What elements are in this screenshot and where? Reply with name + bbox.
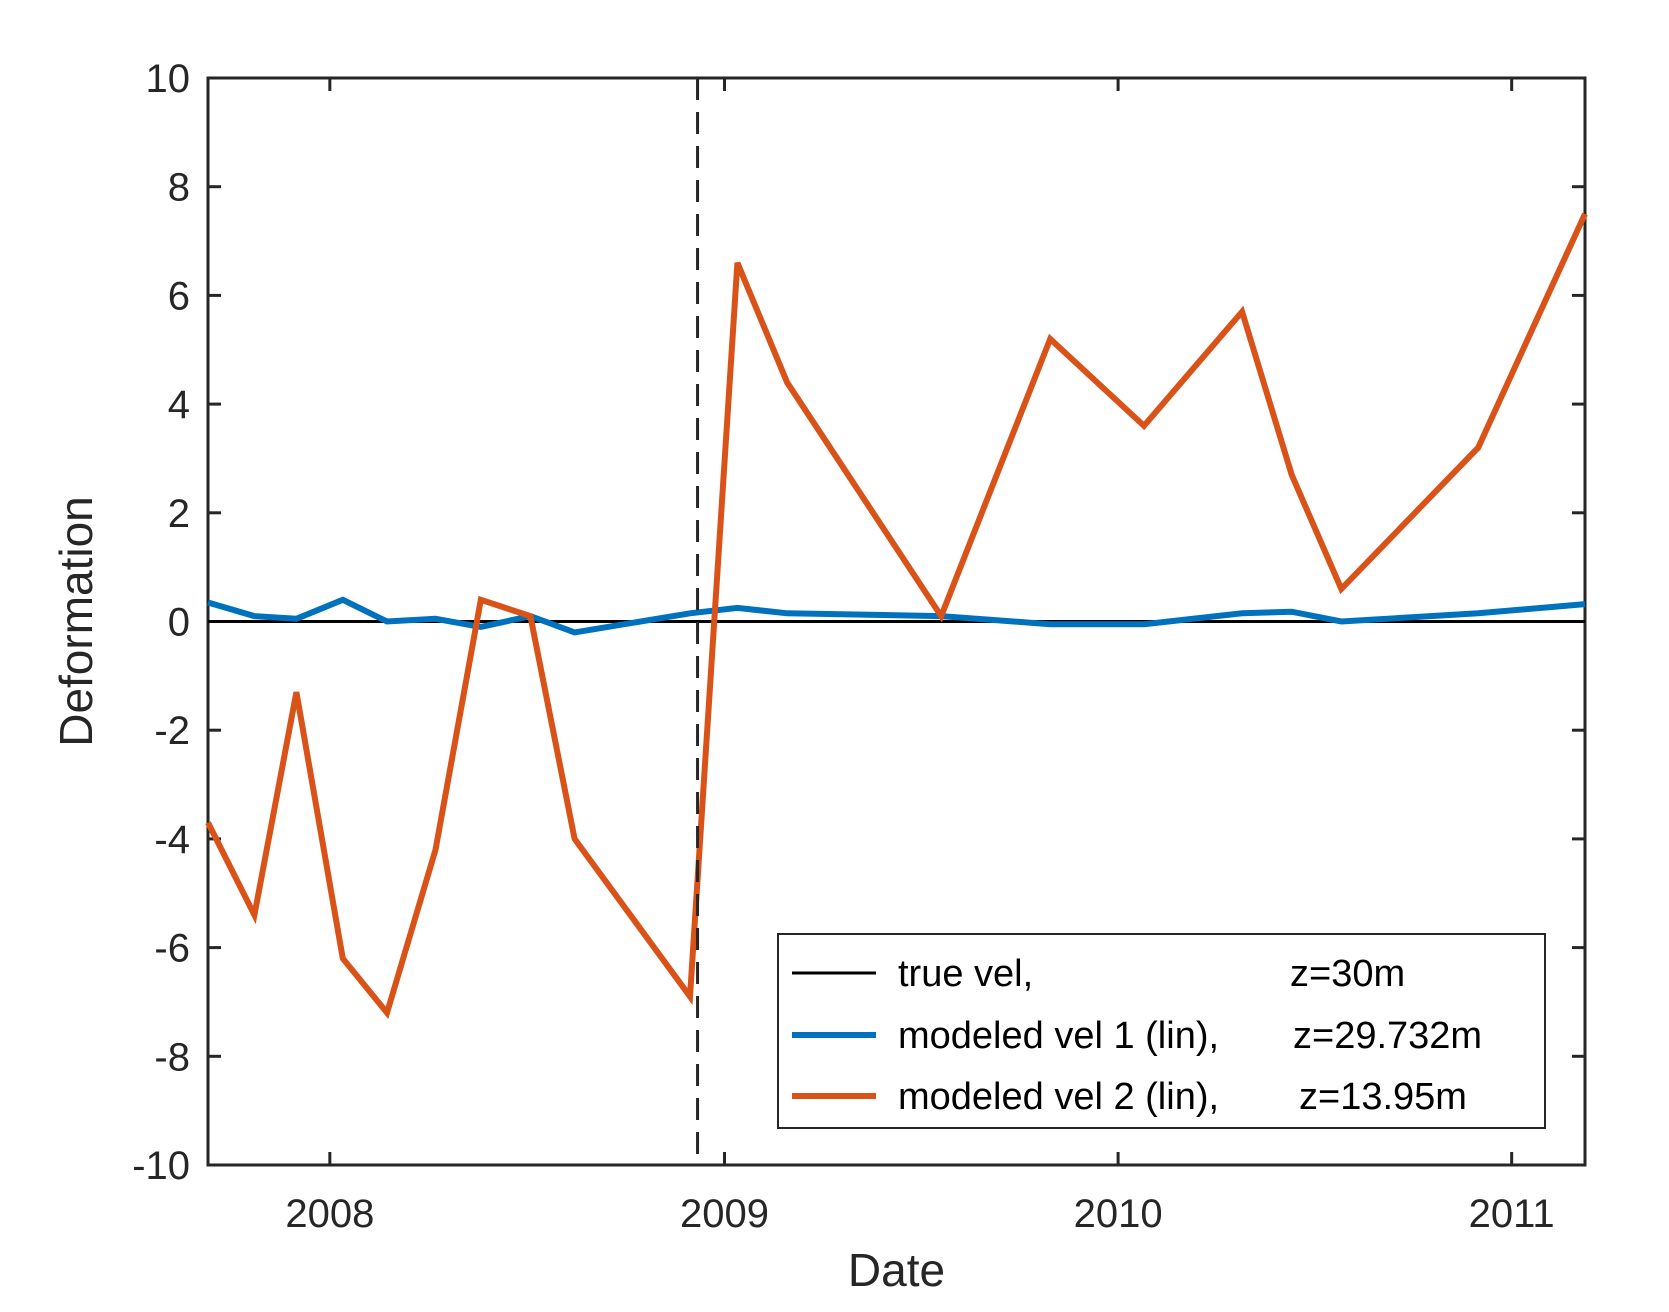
y-tick-label: -6 [154,927,190,971]
y-tick-label: 0 [168,601,190,645]
y-tick-label: -2 [154,709,190,753]
y-tick-labels: -10 -8 -6 -4 -2 0 2 4 6 8 10 [132,57,190,1188]
legend-label-modeled-vel-1: modeled vel 1 (lin), [898,1015,1219,1057]
series-line-3 [205,212,1588,1020]
legend-entry-modeled-vel-2: modeled vel 2 (lin), z=13.95m [792,1076,1467,1118]
y-tick-label: 10 [146,57,191,101]
y-axis-label: Deformation [50,496,102,747]
legend-entry-true-vel: true vel, z=30m [792,953,1405,995]
legend-suffix-true-vel: z=30m [1290,953,1405,995]
x-tick-label: 2011 [1469,1192,1555,1236]
x-tick-label: 2010 [1074,1192,1163,1236]
y-tick-label: -4 [154,818,190,862]
legend-label-modeled-vel-2: modeled vel 2 (lin), [898,1076,1219,1118]
y-tick-label: 6 [168,274,190,318]
legend-suffix-modeled-vel-2: z=13.95m [1299,1076,1467,1118]
y-tick-label: -10 [132,1144,190,1188]
legend-box [777,933,1546,1129]
legend-label-true-vel: true vel, [898,953,1033,995]
x-axis-label: Date [848,1244,945,1296]
legend-entry-modeled-vel-1: modeled vel 1 (lin), z=29.732m [792,1015,1482,1057]
y-tick-label: 8 [168,166,190,210]
y-tick-label: -8 [154,1035,190,1079]
series-layer [205,212,1588,1020]
y-tick-label: 4 [168,383,190,427]
x-tick-labels: 2008 2009 2010 2011 [285,1192,1554,1236]
legend-suffix-modeled-vel-1: z=29.732m [1293,1015,1482,1057]
x-tick-label: 2008 [285,1192,374,1236]
legend: true vel, z=30m modeled vel 1 (lin), z=2… [777,933,1546,1129]
y-tick-label: 2 [168,492,190,536]
x-tick-label: 2009 [680,1192,769,1236]
